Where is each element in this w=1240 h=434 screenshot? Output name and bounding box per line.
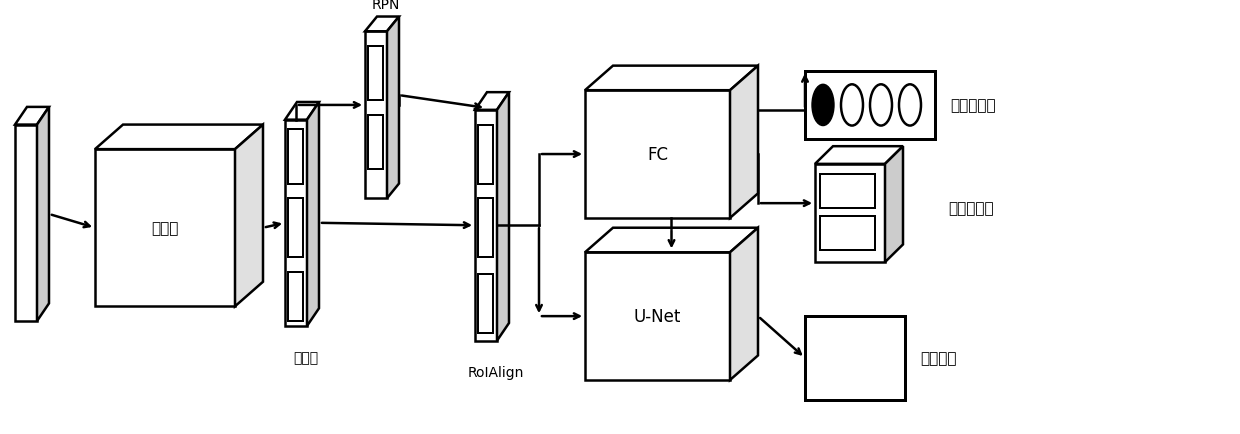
Bar (288, 272, 303, 321)
Text: 腺泡分割: 腺泡分割 (920, 351, 956, 365)
Text: RPN: RPN (372, 0, 401, 12)
Bar (820, 217, 875, 251)
Polygon shape (815, 147, 903, 164)
Polygon shape (15, 108, 50, 125)
Polygon shape (95, 150, 236, 306)
Polygon shape (585, 228, 758, 253)
Polygon shape (885, 147, 903, 263)
Text: RoIAlign: RoIAlign (467, 365, 525, 379)
Polygon shape (365, 17, 399, 32)
Polygon shape (585, 66, 758, 91)
Polygon shape (285, 103, 319, 120)
Text: U-Net: U-Net (634, 307, 681, 326)
Bar (368, 115, 383, 169)
Bar (805, 316, 905, 400)
Polygon shape (475, 93, 508, 111)
Polygon shape (365, 32, 387, 199)
Polygon shape (236, 125, 263, 306)
Polygon shape (285, 120, 308, 326)
Polygon shape (475, 111, 497, 341)
Bar (288, 130, 303, 184)
Bar (368, 47, 383, 101)
Ellipse shape (812, 85, 835, 126)
Bar (477, 199, 494, 258)
Bar (805, 71, 935, 140)
Text: 干眼症分级: 干眼症分级 (950, 98, 996, 113)
Bar (477, 125, 494, 184)
Text: 卷积层: 卷积层 (151, 221, 179, 236)
Bar (477, 274, 494, 333)
Text: 特征图: 特征图 (294, 351, 319, 365)
Polygon shape (37, 108, 50, 321)
Polygon shape (308, 103, 319, 326)
Polygon shape (730, 228, 758, 380)
Polygon shape (585, 253, 730, 380)
Polygon shape (497, 93, 508, 341)
Polygon shape (95, 125, 263, 150)
Text: 眼睑板定位: 眼睑板定位 (949, 201, 993, 216)
Polygon shape (730, 66, 758, 218)
Bar (288, 199, 303, 258)
Polygon shape (15, 125, 37, 321)
Text: FC: FC (647, 146, 668, 164)
Polygon shape (815, 164, 885, 263)
Polygon shape (387, 17, 399, 199)
Polygon shape (585, 91, 730, 218)
Bar (820, 174, 875, 209)
